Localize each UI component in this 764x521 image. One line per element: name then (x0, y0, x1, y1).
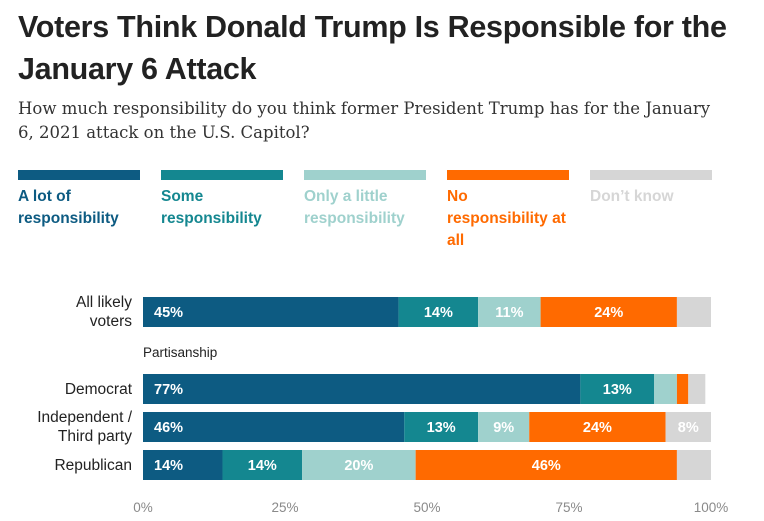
bar-segment-democrat-no-responsibility-at-all (676, 374, 689, 404)
bar-segment-republican-no-responsibility-at-all (415, 450, 677, 480)
bar-segment-democrat-only-a-little-responsibility (654, 374, 677, 404)
data-label-republican-some-responsibility: 14% (248, 458, 277, 474)
legend-label-dont-know: Don’t know (590, 188, 674, 205)
data-label-republican-a-lot-of-responsibility: 14% (154, 458, 183, 474)
data-label-democrat-some-responsibility: 13% (603, 382, 632, 398)
bar-segment-independent-third-party-a-lot-of-responsibility (143, 412, 405, 442)
category-label-all-likely-voters: All likely voters (76, 294, 132, 330)
legend-item-dont-know: Don’t know (590, 170, 712, 208)
data-label-independent-third-party-some-responsibility: 13% (427, 420, 456, 436)
legend-item-only-a-little: Only a little responsibility (304, 170, 426, 230)
legend: A lot of responsibility Some responsibil… (18, 170, 758, 250)
bar-segment-republican-a-lot-of-responsibility (143, 450, 223, 480)
bar-segment-all-likely-voters-some-responsibility (398, 297, 479, 327)
data-label-independent-third-party-don-t-know: 8% (678, 420, 699, 436)
x-tick-label-100: 100% (694, 500, 729, 515)
x-tick-label-0: 0% (133, 500, 153, 515)
bar-segment-independent-third-party-no-responsibility-at-all (529, 412, 666, 442)
bar-segment-all-likely-voters-only-a-little-responsibility (478, 297, 541, 327)
data-label-independent-third-party-no-responsibility-at-all: 24% (583, 420, 612, 436)
bar-segment-republican-some-responsibility (222, 450, 303, 480)
chart-title: Voters Think Donald Trump Is Responsible… (18, 10, 727, 86)
category-label-democrat: Democrat (64, 380, 132, 398)
bar-segment-independent-third-party-only-a-little-responsibility (478, 412, 530, 442)
data-label-independent-third-party-a-lot-of-responsibility: 46% (154, 420, 183, 436)
data-label-independent-third-party-only-a-little-responsibility: 9% (493, 420, 514, 436)
data-label-all-likely-voters-only-a-little-responsibility: 11% (495, 305, 523, 321)
x-tick-label-25: 25% (271, 500, 298, 515)
legend-swatch-a-lot (18, 170, 140, 180)
legend-swatch-some (161, 170, 283, 180)
bar-segment-democrat-some-responsibility (580, 374, 655, 404)
legend-item-a-lot: A lot of responsibility (18, 170, 140, 230)
legend-swatch-no-responsibility (447, 170, 569, 180)
x-tick-label-75: 75% (555, 500, 582, 515)
bar-segment-all-likely-voters-no-responsibility-at-all (540, 297, 677, 327)
category-label-independent-third-party: Independent / Third party (37, 409, 132, 445)
bar-segment-independent-third-party-don-t-know (665, 412, 711, 442)
legend-label-no-responsibility: No responsibility at all (447, 188, 566, 249)
data-label-all-likely-voters-a-lot-of-responsibility: 45% (154, 305, 183, 321)
legend-label-only-a-little: Only a little responsibility (304, 188, 405, 227)
x-tick-label-50: 50% (413, 500, 440, 515)
data-label-republican-only-a-little-responsibility: 20% (344, 458, 373, 474)
legend-item-no-responsibility: No responsibility at all (447, 170, 569, 252)
data-label-all-likely-voters-no-responsibility-at-all: 24% (594, 305, 623, 321)
bar-segment-democrat-a-lot-of-responsibility (143, 374, 581, 404)
legend-label-a-lot: A lot of responsibility (18, 188, 119, 227)
data-label-republican-no-responsibility-at-all: 46% (532, 458, 561, 474)
section-label-partisanship: Partisanship (143, 345, 218, 360)
legend-swatch-dont-know (590, 170, 712, 180)
bar-segment-all-likely-voters-don-t-know (676, 297, 711, 327)
bar-segment-all-likely-voters-a-lot-of-responsibility (143, 297, 399, 327)
bar-segment-republican-only-a-little-responsibility (302, 450, 416, 480)
legend-item-some: Some responsibility (161, 170, 283, 230)
data-label-all-likely-voters-some-responsibility: 14% (424, 305, 453, 321)
category-label-republican: Republican (54, 456, 132, 474)
bar-segment-democrat-don-t-know (688, 374, 706, 404)
data-label-democrat-a-lot-of-responsibility: 77% (154, 382, 183, 398)
bar-segment-republican-don-t-know (676, 450, 711, 480)
chart-subtitle: How much responsibility do you think for… (18, 99, 711, 142)
legend-label-some: Some responsibility (161, 188, 262, 227)
legend-swatch-only-a-little (304, 170, 426, 180)
bar-segment-independent-third-party-some-responsibility (404, 412, 479, 442)
